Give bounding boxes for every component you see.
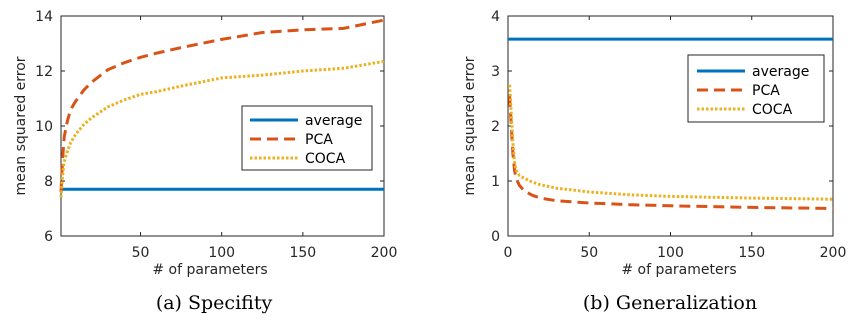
generalization-chart: 0 50 100 150 200 0 1 2 3 4 # of parameters mean … — [462, 9, 846, 314]
legend-specifity: average PCA COCA — [241, 105, 373, 171]
specifity-chart: 50 100 150 200 6 8 10 12 14 # of parameters mea… — [13, 9, 397, 314]
legend-label-average-b: average — [752, 64, 809, 80]
legend-box-generalization — [687, 54, 825, 123]
x-tick-label-generalization: 0 — [504, 245, 513, 261]
x-tick-label-specifity: 200 — [371, 245, 398, 261]
y-tick-label-specifity: 14 — [35, 9, 53, 25]
x-axis-label-specifity: # of parameters — [152, 262, 267, 278]
x-tick-label-specifity: 150 — [289, 245, 316, 261]
y-axis-label-specifity: mean squared error — [13, 56, 29, 195]
legend-label-coca-b: COCA — [752, 102, 793, 118]
series-line-pca-specifity — [59, 18, 385, 193]
series-line-pca-generalization — [508, 95, 834, 210]
y-tick-label-specifity: 6 — [44, 229, 53, 245]
legend-label-coca-a: COCA — [305, 151, 346, 167]
x-axis-label-generalization: # of parameters — [621, 262, 736, 278]
legend-label-pca-b: PCA — [752, 83, 780, 99]
y-axis-label-generalization: mean squared error — [462, 56, 478, 195]
y-tick-label-generalization: 1 — [491, 174, 500, 190]
caption-specifity: (a) Specifity — [156, 292, 273, 314]
plot-area-generalization — [507, 15, 834, 237]
x-tick-label-generalization: 200 — [820, 245, 847, 261]
series-line-coca-generalization — [508, 84, 834, 201]
x-tick-label-generalization: 100 — [657, 245, 684, 261]
legend-generalization: average PCA COCA — [687, 54, 825, 123]
y-tick-label-generalization: 3 — [491, 64, 500, 80]
y-tick-label-specifity: 8 — [44, 174, 53, 190]
legend-label-average-a: average — [305, 113, 362, 129]
series-line-coca-specifity — [59, 59, 385, 198]
x-tick-label-generalization: 150 — [738, 245, 765, 261]
x-tick-label-generalization: 50 — [580, 245, 598, 261]
y-tick-label-generalization: 2 — [491, 119, 500, 135]
y-tick-label-generalization: 4 — [491, 9, 500, 25]
caption-generalization: (b) Generalization — [583, 292, 757, 314]
y-tick-label-specifity: 12 — [35, 64, 53, 80]
y-tick-label-generalization: 0 — [491, 229, 500, 245]
legend-label-pca-a: PCA — [305, 132, 333, 148]
y-tick-label-specifity: 10 — [35, 119, 53, 135]
x-tick-label-specifity: 100 — [208, 245, 235, 261]
x-tick-label-specifity: 50 — [132, 245, 150, 261]
